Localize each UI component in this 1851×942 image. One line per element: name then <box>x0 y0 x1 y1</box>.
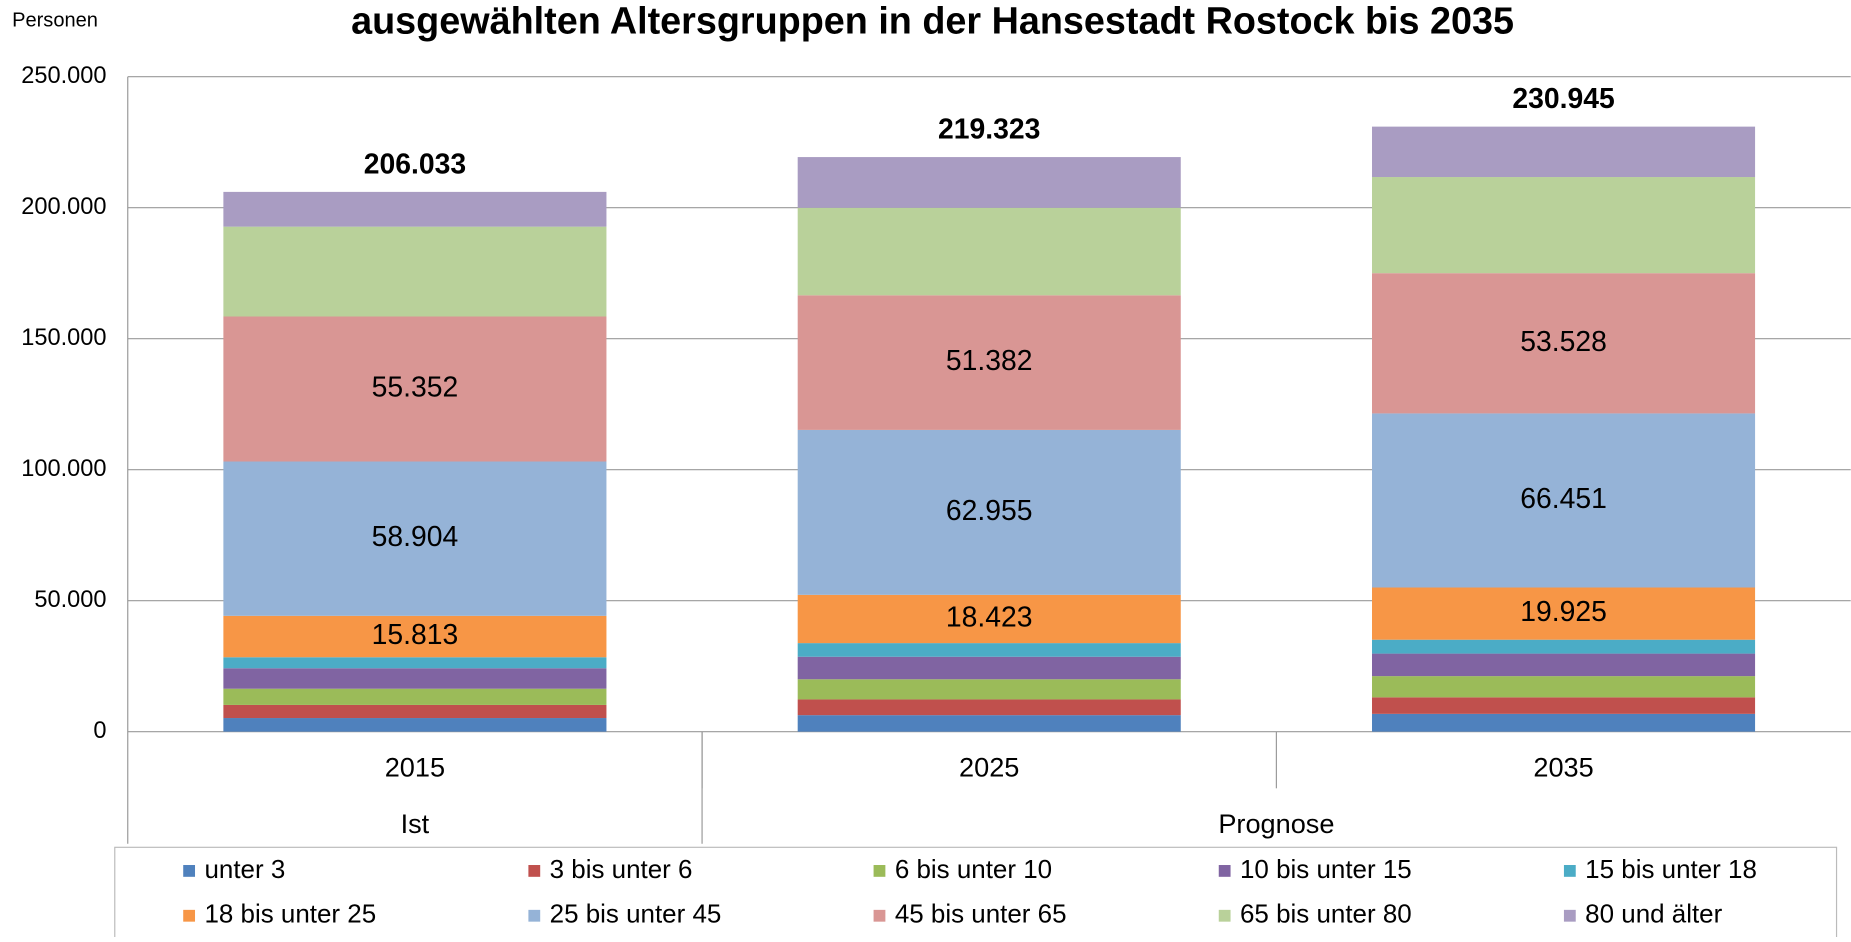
bar-segment <box>797 157 1181 208</box>
bar-segment <box>223 615 607 658</box>
legend-swatch <box>873 909 886 922</box>
bar-segment <box>797 594 1181 644</box>
legend-swatch <box>183 865 196 877</box>
bar-segment <box>223 668 607 689</box>
legend-label: 15 bis unter 18 <box>1585 854 1757 884</box>
bar-segment <box>797 643 1181 657</box>
legend-label: 65 bis unter 80 <box>1240 899 1412 929</box>
y-tick-label: 250.000 <box>21 63 106 89</box>
total-label: 219.323 <box>938 114 1040 146</box>
y-axis-label: Personen <box>12 10 98 32</box>
legend-label: 80 und älter <box>1585 899 1722 929</box>
bar-segment <box>223 718 607 732</box>
legend-box <box>114 846 1838 942</box>
x-tick-label: 2035 <box>1533 752 1593 783</box>
data-label: 15.813 <box>372 619 459 651</box>
y-tick-label: 100.000 <box>21 456 106 482</box>
y-tick-label: 200.000 <box>21 194 106 220</box>
bar-segment <box>223 461 607 616</box>
bar-segment <box>1372 177 1756 274</box>
y-tick-label: 150.000 <box>21 325 106 351</box>
bar-segment <box>223 657 607 669</box>
bar-segment <box>223 316 607 462</box>
legend-swatch <box>1218 909 1231 922</box>
bar-segment <box>797 429 1181 595</box>
x-tick-label: 2025 <box>959 752 1019 783</box>
legend-swatch <box>528 865 541 877</box>
legend-swatch <box>1563 865 1576 877</box>
group-label: Ist <box>401 808 430 839</box>
legend-swatch <box>183 909 196 922</box>
y-tick-label: 50.000 <box>34 587 106 613</box>
bar-segment <box>797 679 1181 700</box>
legend-label: 18 bis unter 25 <box>204 899 376 929</box>
bar-segment <box>223 226 607 317</box>
bar-segment <box>797 207 1181 296</box>
data-label: 58.904 <box>372 521 459 553</box>
data-label: 18.423 <box>946 601 1033 633</box>
total-label: 206.033 <box>364 148 466 180</box>
bar-segment <box>1372 587 1756 640</box>
data-label: 51.382 <box>946 345 1033 377</box>
bar-segment <box>223 191 607 227</box>
bar-segment <box>797 699 1181 716</box>
legend-label: unter 3 <box>204 854 285 884</box>
group-label: Prognose <box>1218 808 1334 839</box>
legend-swatch <box>1218 865 1231 877</box>
bar-segment <box>797 295 1181 430</box>
bar-segment <box>1372 273 1756 414</box>
total-label: 230.945 <box>1512 83 1614 115</box>
bar-segment <box>1372 697 1756 714</box>
bar-segment <box>223 704 607 719</box>
bar-segment <box>223 688 607 705</box>
y-tick-label: 0 <box>93 718 106 744</box>
data-label: 19.925 <box>1520 596 1607 628</box>
bar-segment <box>1372 713 1756 732</box>
data-label: 62.955 <box>946 495 1033 527</box>
legend-swatch <box>528 909 541 922</box>
chart-title: ausgewählten Altersgruppen in der Hanses… <box>351 1 1514 43</box>
bar-segment <box>797 715 1181 732</box>
data-label: 66.451 <box>1520 483 1607 515</box>
bar-segment <box>1372 639 1756 654</box>
legend-swatch <box>873 865 886 877</box>
data-label: 55.352 <box>372 371 459 403</box>
x-tick-label: 2015 <box>385 752 445 783</box>
legend-label: 6 bis unter 10 <box>895 854 1052 884</box>
bar-segment <box>797 656 1181 680</box>
bar-segment <box>1372 676 1756 698</box>
bar-segment <box>1372 653 1756 677</box>
legend-swatch <box>1563 909 1576 922</box>
bar-segment <box>1372 413 1756 588</box>
legend-label: 25 bis unter 45 <box>550 899 722 929</box>
legend-label: 3 bis unter 6 <box>550 854 693 884</box>
data-label: 53.528 <box>1520 326 1607 358</box>
legend-label: 10 bis unter 15 <box>1240 854 1412 884</box>
legend-label: 45 bis unter 65 <box>895 899 1067 929</box>
bar-segment <box>1372 126 1756 178</box>
